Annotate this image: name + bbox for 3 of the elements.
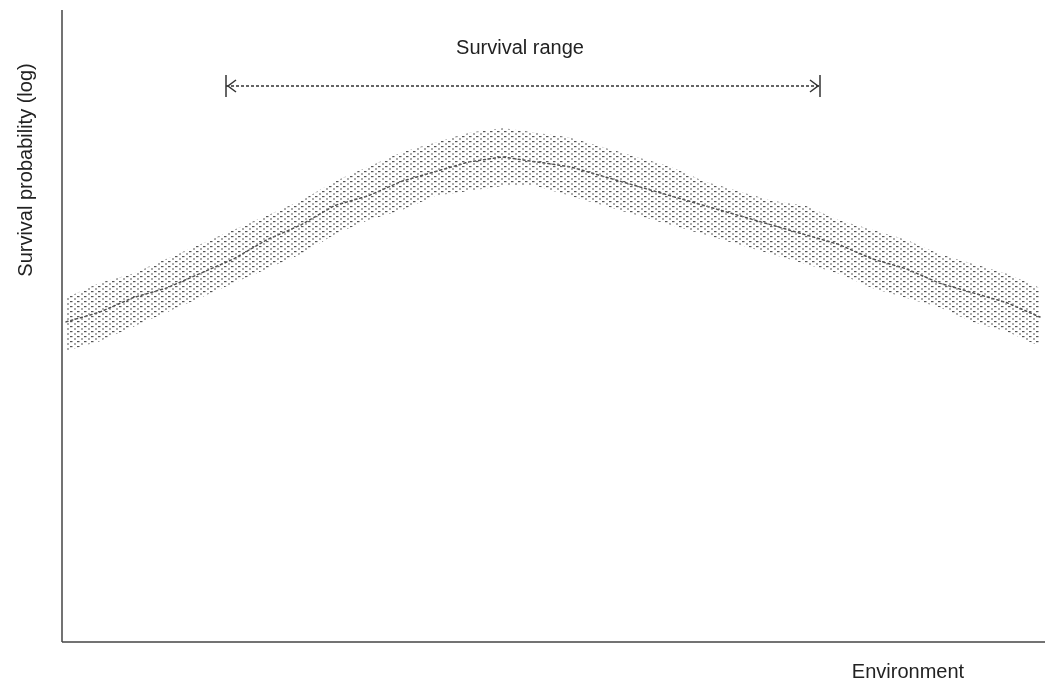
text: Survival range [456, 36, 584, 58]
y-axis-title: Survival probability (log) [14, 63, 36, 277]
x-axis-title: Environment [851, 660, 965, 682]
